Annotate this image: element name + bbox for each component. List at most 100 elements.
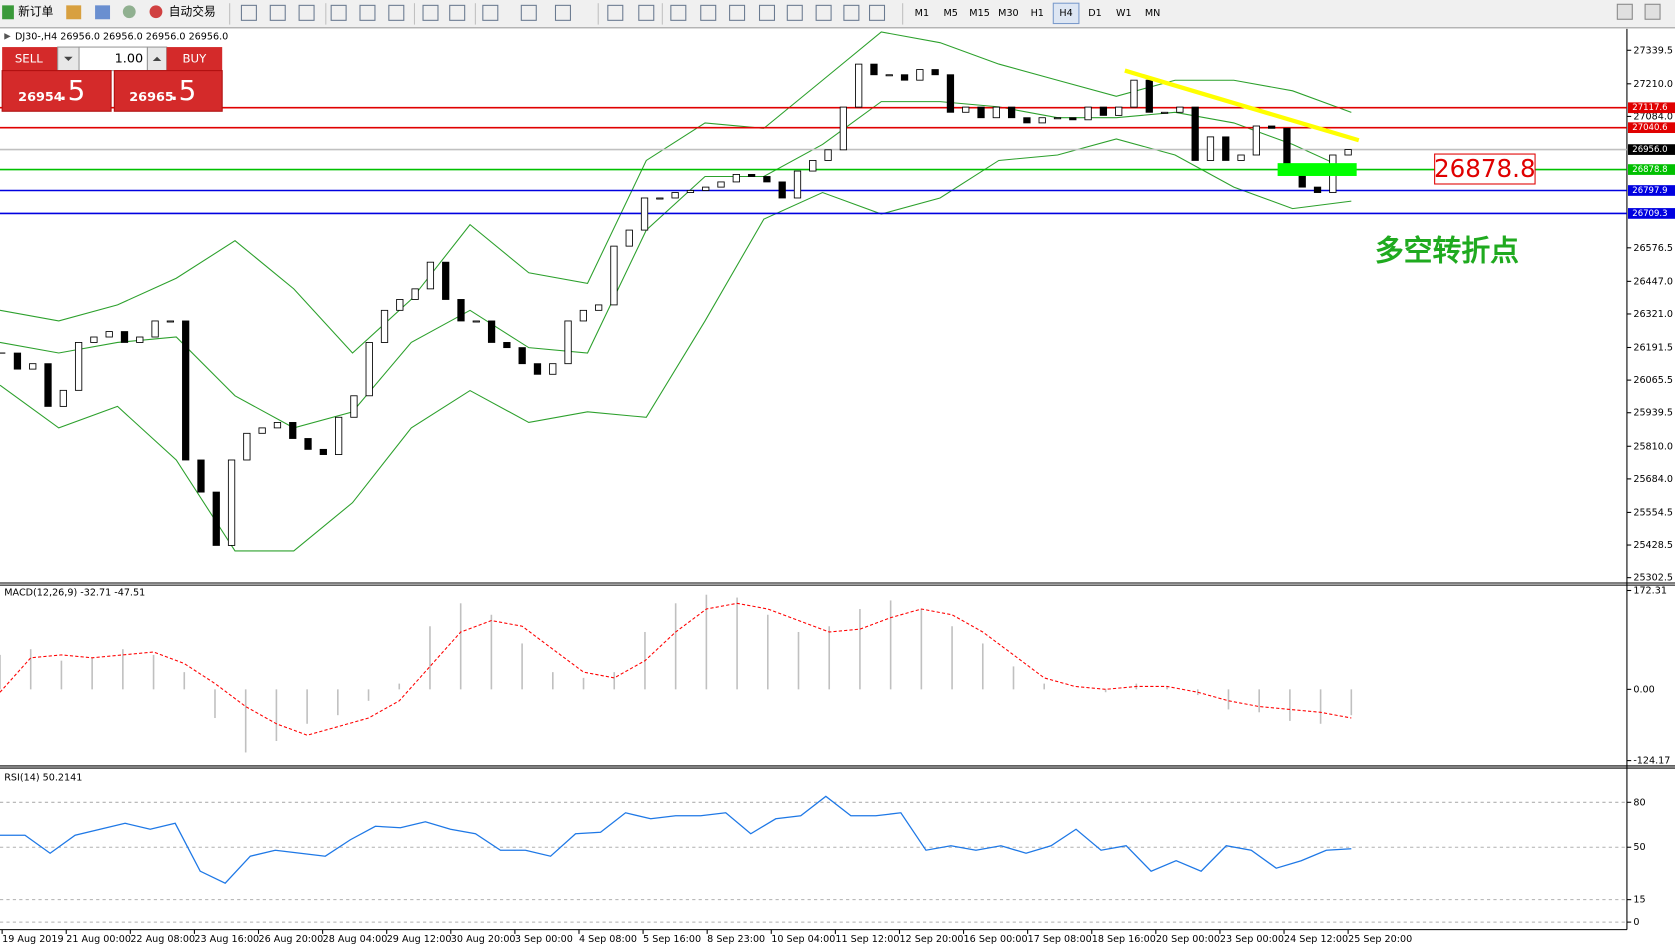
candle bbox=[319, 448, 327, 455]
tool-button[interactable] bbox=[422, 4, 439, 21]
tool-button[interactable] bbox=[388, 4, 405, 21]
candle bbox=[1191, 106, 1199, 161]
y-tick-label: 25684.0 bbox=[1633, 474, 1673, 485]
candle bbox=[227, 459, 236, 546]
tool-button[interactable] bbox=[482, 4, 499, 21]
candle bbox=[487, 320, 496, 343]
tool-button[interactable] bbox=[815, 4, 832, 21]
tool-button[interactable] bbox=[607, 4, 624, 21]
candle bbox=[29, 363, 37, 370]
candle bbox=[885, 74, 893, 77]
tool-button[interactable] bbox=[786, 4, 803, 21]
x-tick-label: 22 Aug 08:00 bbox=[130, 934, 195, 945]
candle bbox=[258, 427, 266, 434]
new-order-button[interactable]: 新订单 bbox=[18, 4, 53, 18]
pivot-label: 多空转折点 bbox=[1375, 233, 1519, 267]
y-tick-label: 26191.5 bbox=[1633, 342, 1673, 353]
macd-title: MACD(12,26,9) -32.71 -47.51 bbox=[4, 588, 145, 599]
price-tag-label: 27040.6 bbox=[1632, 123, 1667, 133]
x-tick-label: 24 Sep 12:00 bbox=[1284, 934, 1348, 945]
candle bbox=[304, 438, 312, 450]
x-tick-label: 21 Aug 00:00 bbox=[66, 934, 131, 945]
candle bbox=[365, 342, 373, 397]
tool-button[interactable] bbox=[449, 4, 466, 21]
tool-button[interactable] bbox=[554, 4, 571, 21]
toolbar-icon[interactable] bbox=[122, 5, 136, 19]
lot-value[interactable]: 1.00 bbox=[115, 51, 144, 66]
candle bbox=[1222, 136, 1230, 161]
buy-price-box[interactable] bbox=[113, 70, 223, 112]
timeframe-button[interactable]: D1 bbox=[1088, 8, 1102, 19]
one-click-trading: SELL 1.00 BUY 26954 .5 26965 .5 bbox=[1, 46, 223, 112]
tool-button[interactable] bbox=[359, 4, 376, 21]
y-tick-label: 27084.0 bbox=[1633, 111, 1673, 122]
timeframe-button[interactable]: M5 bbox=[944, 8, 958, 19]
price-tag-label: 26797.9 bbox=[1632, 186, 1667, 196]
candle bbox=[717, 181, 725, 188]
rsi-title: RSI(14) 50.2141 bbox=[4, 773, 82, 784]
sell-price-box[interactable] bbox=[1, 70, 112, 112]
buy-label[interactable]: BUY bbox=[183, 51, 208, 65]
timeframe-button[interactable]: M1 bbox=[915, 8, 929, 19]
auto-trading-icon[interactable] bbox=[149, 5, 163, 19]
tool-button[interactable] bbox=[869, 4, 886, 21]
candle bbox=[946, 74, 955, 113]
tool-button[interactable] bbox=[843, 4, 860, 21]
candle bbox=[1252, 125, 1260, 156]
sell-price-small[interactable]: .5 bbox=[59, 74, 85, 107]
candle bbox=[625, 229, 633, 247]
sell-button[interactable] bbox=[2, 47, 58, 71]
tool-button[interactable] bbox=[729, 4, 746, 21]
chat-button[interactable] bbox=[1644, 3, 1661, 20]
toolbar-icon[interactable] bbox=[95, 5, 111, 20]
x-tick-label: 3 Sep 00:00 bbox=[515, 934, 573, 945]
tool-button[interactable] bbox=[670, 4, 687, 21]
tool-button[interactable] bbox=[269, 4, 286, 21]
tool-button[interactable] bbox=[638, 4, 655, 21]
candle bbox=[59, 389, 67, 407]
candle bbox=[763, 176, 771, 183]
buy-price-big[interactable]: 26965 bbox=[129, 90, 174, 105]
buy-price-small[interactable]: .5 bbox=[170, 74, 196, 107]
buy-button[interactable] bbox=[166, 47, 223, 71]
timeframe-button[interactable]: H4 bbox=[1059, 8, 1072, 19]
sell-price-big[interactable]: 26954 bbox=[18, 90, 63, 105]
candle bbox=[120, 331, 129, 343]
toolbar-icon[interactable] bbox=[66, 5, 82, 20]
candle bbox=[564, 320, 572, 365]
tool-button[interactable] bbox=[330, 4, 347, 21]
timeframe-button[interactable]: W1 bbox=[1116, 8, 1132, 19]
y-tick-label: 25302.5 bbox=[1633, 573, 1673, 584]
new-order-icon[interactable] bbox=[2, 5, 14, 20]
candle bbox=[1145, 79, 1153, 113]
x-tick-label: 25 Sep 20:00 bbox=[1348, 934, 1412, 945]
tool-button[interactable] bbox=[700, 4, 717, 21]
auto-trading-button[interactable]: 自动交易 bbox=[169, 4, 216, 18]
bollinger-lower bbox=[0, 138, 1352, 552]
x-tick-label: 16 Sep 00:00 bbox=[964, 934, 1028, 945]
candle bbox=[793, 170, 802, 199]
sell-label[interactable]: SELL bbox=[15, 51, 43, 65]
y-tick-label: 0 bbox=[1633, 917, 1639, 928]
price-tag bbox=[1627, 102, 1675, 114]
candle bbox=[1053, 117, 1062, 120]
candle bbox=[1069, 117, 1077, 121]
candle bbox=[610, 245, 618, 306]
tool-button[interactable] bbox=[240, 4, 257, 21]
arrow bbox=[152, 56, 162, 61]
x-tick-label: 8 Sep 23:00 bbox=[707, 934, 765, 945]
price-tag-label: 26878.8 bbox=[1632, 165, 1667, 175]
search-button[interactable] bbox=[1616, 3, 1633, 20]
tool-button[interactable] bbox=[298, 4, 315, 21]
tool-button[interactable] bbox=[520, 4, 537, 21]
timeframe-button[interactable]: M30 bbox=[998, 8, 1019, 19]
tool-button[interactable] bbox=[758, 4, 776, 21]
candle bbox=[380, 309, 389, 343]
timeframe-button[interactable]: MN bbox=[1145, 8, 1160, 19]
timeframe-button[interactable]: H1 bbox=[1031, 8, 1044, 19]
timeframe-button[interactable]: M15 bbox=[969, 8, 990, 19]
candle bbox=[1206, 136, 1215, 161]
y-tick-label: 27210.0 bbox=[1633, 79, 1673, 90]
y-tick-label: -124.17 bbox=[1633, 756, 1670, 767]
